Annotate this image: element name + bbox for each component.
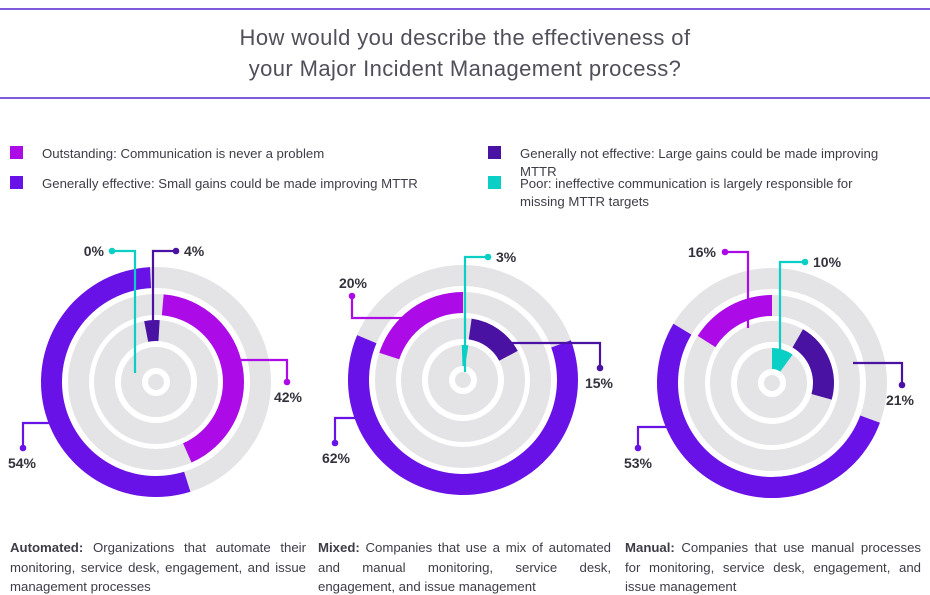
segment-generally_effective (656, 323, 880, 499)
callout-dot-poor (484, 253, 492, 261)
segment-outstanding (161, 294, 244, 463)
callout-line-poor (112, 249, 137, 373)
legend-item-outstanding: Outstanding: Communication is never a pr… (10, 145, 450, 163)
chart-caption-automated: Automated: Organizations that automate t… (10, 538, 306, 595)
segment-outstanding (697, 295, 772, 348)
percent-label-generally_effective: 53% (624, 455, 653, 471)
callout-dot-generally_not_effective (172, 247, 180, 255)
callout-line-generally_effective (333, 416, 357, 443)
ring-track (121, 347, 191, 417)
callout-dot-poor (801, 258, 809, 266)
caption-text: Companies that use manual processes for … (625, 540, 921, 594)
legend-item-generally-effective: Generally effective: Small gains could b… (10, 175, 450, 193)
percent-label-outstanding: 42% (274, 389, 303, 405)
legend-swatch-generally-not-effective-icon (488, 146, 501, 159)
percent-label-generally_effective: 62% (322, 450, 351, 466)
percent-label-poor: 0% (84, 243, 105, 259)
donut-chart-mixed: 20% 3% 15% 62% (322, 249, 614, 495)
percent-label-poor: 10% (813, 254, 842, 270)
legend-label: Generally not effective: Large gains cou… (520, 146, 879, 179)
segment-outstanding (379, 292, 463, 360)
callout-line-generally_not_effective (502, 341, 602, 368)
caption-lead: Manual: (625, 540, 675, 555)
callout-dot-generally_effective (634, 444, 642, 452)
percent-label-generally_not_effective: 15% (585, 375, 614, 391)
legend-swatch-outstanding-icon (10, 146, 23, 159)
center-dot (455, 372, 471, 388)
caption-lead: Automated: (10, 540, 84, 555)
segment-generally_not_effective (468, 318, 518, 361)
callout-dot-generally_not_effective (898, 381, 906, 389)
callout-line-outstanding (238, 358, 289, 382)
percent-label-generally_effective: 54% (8, 455, 37, 471)
segment-generally_effective (347, 335, 578, 495)
callout-dot-generally_not_effective (596, 364, 604, 372)
callout-dot-generally_effective (19, 444, 27, 452)
callout-line-generally_effective (21, 421, 53, 448)
charts-canvas: 0% 4% 42% 54% 20% 3% 15% 62% 16% 10% 21% 53% (8, 243, 915, 499)
legend-swatch-generally-effective-icon (10, 176, 23, 189)
callout-dot-outstanding (283, 378, 291, 386)
legend-item-poor: Poor: ineffective communication is large… (488, 175, 900, 211)
callout-line-outstanding (350, 296, 408, 320)
title-line-1: How would you describe the effectiveness… (239, 25, 691, 50)
center-dot (764, 375, 780, 391)
segment-generally_effective (40, 267, 191, 498)
ring-track (401, 318, 525, 442)
callout-dot-generally_effective (331, 439, 339, 447)
legend-label: Generally effective: Small gains could b… (42, 176, 418, 191)
percent-label-outstanding: 16% (688, 244, 717, 260)
segment-generally_not_effective (792, 329, 834, 400)
callout-line-outstanding (727, 250, 750, 328)
legend-item-generally-not-effective: Generally not effective: Large gains cou… (488, 145, 918, 181)
caption-lead: Mixed: (318, 540, 360, 555)
title-divider (0, 97, 930, 99)
callout-dot-outstanding (348, 292, 356, 300)
segment-poor (772, 348, 793, 372)
percent-label-generally_not_effective: 21% (886, 392, 915, 408)
percent-label-outstanding: 20% (339, 275, 368, 291)
donut-chart-automated: 0% 4% 42% 54% (8, 243, 303, 498)
callout-line-generally_not_effective (853, 361, 904, 385)
chart-caption-manual: Manual: Companies that use manual proces… (625, 538, 921, 595)
donut-chart-manual: 16% 10% 21% 53% (624, 244, 915, 499)
title-line-2: your Major Incident Management process? (248, 56, 682, 81)
legend-label: Poor: ineffective communication is large… (520, 176, 853, 209)
callout-line-generally_effective (636, 425, 668, 448)
percent-label-generally_not_effective: 4% (184, 243, 205, 259)
caption-text: Companies that use a mix of automated an… (318, 540, 611, 594)
page-title: How would you describe the effectiveness… (0, 22, 930, 84)
callout-dot-poor (108, 247, 116, 255)
top-divider (0, 8, 930, 10)
callout-line-poor (463, 255, 488, 372)
callout-line-poor (778, 260, 803, 353)
callout-dot-outstanding (721, 248, 729, 256)
callout-line-generally_not_effective (151, 249, 176, 327)
percent-label-poor: 3% (496, 249, 517, 265)
legend-swatch-poor-icon (488, 176, 501, 189)
chart-caption-mixed: Mixed: Companies that use a mix of autom… (318, 538, 611, 595)
center-dot (148, 374, 164, 390)
segment-generally_not_effective (144, 320, 160, 342)
caption-text: Organizations that automate their monito… (10, 540, 306, 594)
legend-label: Outstanding: Communication is never a pr… (42, 146, 325, 161)
